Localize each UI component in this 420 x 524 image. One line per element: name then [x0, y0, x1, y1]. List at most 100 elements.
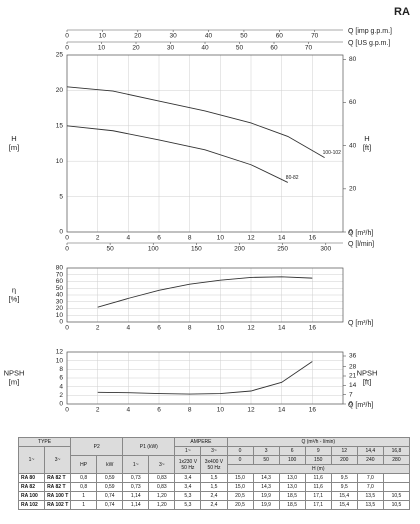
cell: 19,9	[252, 491, 280, 501]
y-tick-label: 20	[56, 305, 64, 312]
cell: 1,20	[148, 500, 176, 510]
cell: 1,14	[122, 500, 150, 510]
cell: 20,5	[226, 500, 254, 510]
cell: 16,8	[382, 446, 411, 456]
cell: 3	[252, 446, 280, 456]
cell: 1,5	[200, 473, 228, 483]
x-axis-label: Q [US g.p.m.]	[348, 40, 390, 47]
cell: 1,14	[122, 491, 150, 501]
x-axis-label: Q [m³/h]	[348, 320, 373, 327]
header: 1~	[174, 446, 202, 456]
x-tick-label: 10	[99, 33, 107, 40]
y-tick-label: 50	[56, 285, 64, 292]
x-tick-label: 50	[240, 33, 248, 40]
y2-tick-label: 7	[349, 391, 353, 398]
cell: 50	[252, 455, 280, 465]
y2-tick-label: 21	[349, 373, 357, 380]
cell: 0	[226, 455, 254, 465]
x-tick-label: 10	[98, 45, 106, 52]
table-row: RA 102 RA 102 T 1 0,74 1,14 1,20 5,3 2,4 20,5 19,…	[17, 500, 411, 510]
y2-tick-label: 20	[349, 186, 357, 193]
y-tick-label: 8	[59, 366, 63, 373]
y-tick-label: 70	[56, 271, 64, 278]
x-tick-label: 12	[247, 235, 255, 242]
cell: 150	[304, 455, 332, 465]
x-tick-label: 10	[217, 235, 225, 242]
x-tick-label: 20	[132, 45, 140, 52]
x-tick-label: 12	[247, 407, 255, 414]
y-tick-label: 4	[59, 383, 63, 390]
cell: 0,8	[70, 473, 98, 483]
y-tick-label: 80	[56, 265, 64, 272]
y2-tick-label: 60	[349, 99, 357, 106]
x-axis-label: Q [m³/h]	[348, 402, 373, 409]
y-tick-label: 0	[59, 229, 63, 236]
cell: 3,4	[174, 473, 202, 483]
x-tick-label: 8	[188, 235, 192, 242]
x-tick-label: 2	[96, 325, 100, 332]
cell: 7,0	[356, 482, 384, 492]
curve	[66, 125, 288, 183]
y-axis-label: η	[12, 285, 16, 294]
y2-axis-label: [ft]	[363, 377, 371, 386]
cell: 0	[226, 446, 254, 456]
cell: 10,5	[382, 491, 411, 501]
cell: 1,20	[148, 491, 176, 501]
cell: 0,74	[96, 491, 124, 501]
header: kW	[96, 455, 124, 474]
cell: 18,5	[278, 500, 306, 510]
x-tick-label: 0	[65, 246, 69, 253]
y2-tick-label: 0	[349, 401, 353, 408]
cell: 0,8	[70, 482, 98, 492]
x-tick-label: 4	[127, 235, 131, 242]
x-tick-label: 200	[234, 246, 245, 253]
cell: 9,5	[330, 482, 358, 492]
x-tick-label: 50	[236, 45, 244, 52]
cell: 9,5	[330, 473, 358, 483]
page-title: RA	[394, 6, 410, 18]
cell: 18,5	[278, 491, 306, 501]
cell: 0,59	[96, 482, 124, 492]
x-tick-label: 40	[201, 45, 209, 52]
cell: 15,0	[226, 473, 254, 483]
y-tick-label: 40	[56, 292, 64, 299]
header: 3~	[44, 446, 72, 474]
x-tick-label: 14	[278, 407, 286, 414]
data-table: TYPE P2 P1 (kW) AMPERE Q (m³/h - l/min) …	[17, 437, 411, 510]
cell: 2,4	[200, 500, 228, 510]
cell: 200	[330, 455, 358, 465]
y-tick-label: 0	[59, 401, 63, 408]
cell: 3,4	[174, 482, 202, 492]
cell: 13,0	[278, 482, 306, 492]
header: 1~	[17, 446, 46, 474]
cell: RA 80	[17, 473, 46, 483]
x-tick-label: 300	[320, 246, 331, 253]
x-axis-label: Q [m³/h]	[348, 230, 373, 237]
cell: RA 100 T	[44, 491, 72, 501]
header: 3~	[200, 446, 228, 456]
y-axis-label: [m]	[9, 377, 19, 386]
cell: 0,73	[122, 473, 150, 483]
y2-tick-label: 14	[349, 382, 357, 389]
x-tick-label: 10	[217, 407, 225, 414]
x-tick-label: 100	[148, 246, 159, 253]
x-tick-label: 30	[170, 33, 178, 40]
cell: RA 82 T	[44, 482, 72, 492]
cell: 7,0	[356, 473, 384, 483]
x-tick-label: 2	[96, 235, 100, 242]
x-axis-label: Q [l/min]	[348, 241, 374, 248]
curve	[66, 86, 325, 159]
cell: 12	[330, 446, 358, 456]
x-tick-label: 16	[309, 325, 317, 332]
cell: RA 82 T	[44, 473, 72, 483]
x-tick-label: 4	[127, 407, 131, 414]
cell: 1,5	[200, 482, 228, 492]
table-row: RA 80 RA 82 T 0,8 0,59 0,73 0,83 3,4 1,5 15,0 14,…	[17, 473, 411, 483]
plot-frame	[66, 54, 344, 233]
x-tick-label: 16	[309, 407, 317, 414]
y-tick-label: 5	[59, 193, 63, 200]
y-tick-label: 10	[56, 312, 64, 319]
cell: 15,4	[330, 491, 358, 501]
y2-axis-label: NPSH	[357, 368, 378, 377]
curve	[97, 361, 313, 395]
